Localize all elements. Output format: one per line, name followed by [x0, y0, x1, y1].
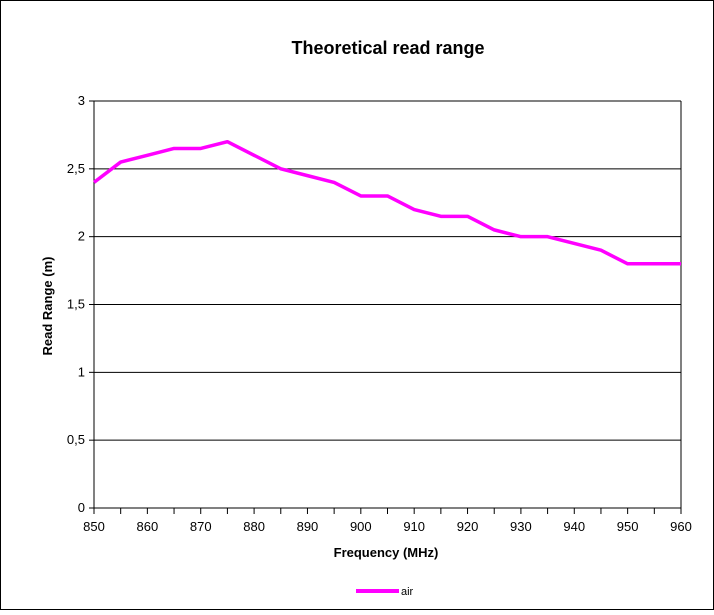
- x-tick-label-2: 870: [190, 519, 212, 534]
- x-tick-label-3: 880: [243, 519, 265, 534]
- x-tick-label-1: 860: [137, 519, 159, 534]
- y-tick-label-0: 0: [78, 500, 85, 515]
- x-tick-label-10: 950: [617, 519, 639, 534]
- y-tick-label-4: 2: [78, 229, 85, 244]
- x-tick-label-8: 930: [510, 519, 532, 534]
- x-tick-label-9: 940: [563, 519, 585, 534]
- y-tick-label-5: 2,5: [67, 161, 85, 176]
- y-tick-label-3: 1,5: [67, 297, 85, 312]
- x-tick-label-6: 910: [403, 519, 425, 534]
- x-tick-label-0: 850: [83, 519, 105, 534]
- legend-label-air: air: [401, 586, 414, 598]
- x-tick-label-5: 900: [350, 519, 372, 534]
- y-tick-label-6: 3: [78, 93, 85, 108]
- y-tick-label-2: 1: [78, 364, 85, 379]
- y-axis-title: Read Range (m): [40, 257, 55, 356]
- chart-title: Theoretical read range: [291, 38, 484, 58]
- x-tick-label-4: 890: [297, 519, 319, 534]
- x-tick-label-11: 960: [670, 519, 692, 534]
- x-axis-title: Frequency (MHz): [334, 545, 439, 560]
- x-tick-label-7: 920: [457, 519, 479, 534]
- y-tick-label-1: 0,5: [67, 432, 85, 447]
